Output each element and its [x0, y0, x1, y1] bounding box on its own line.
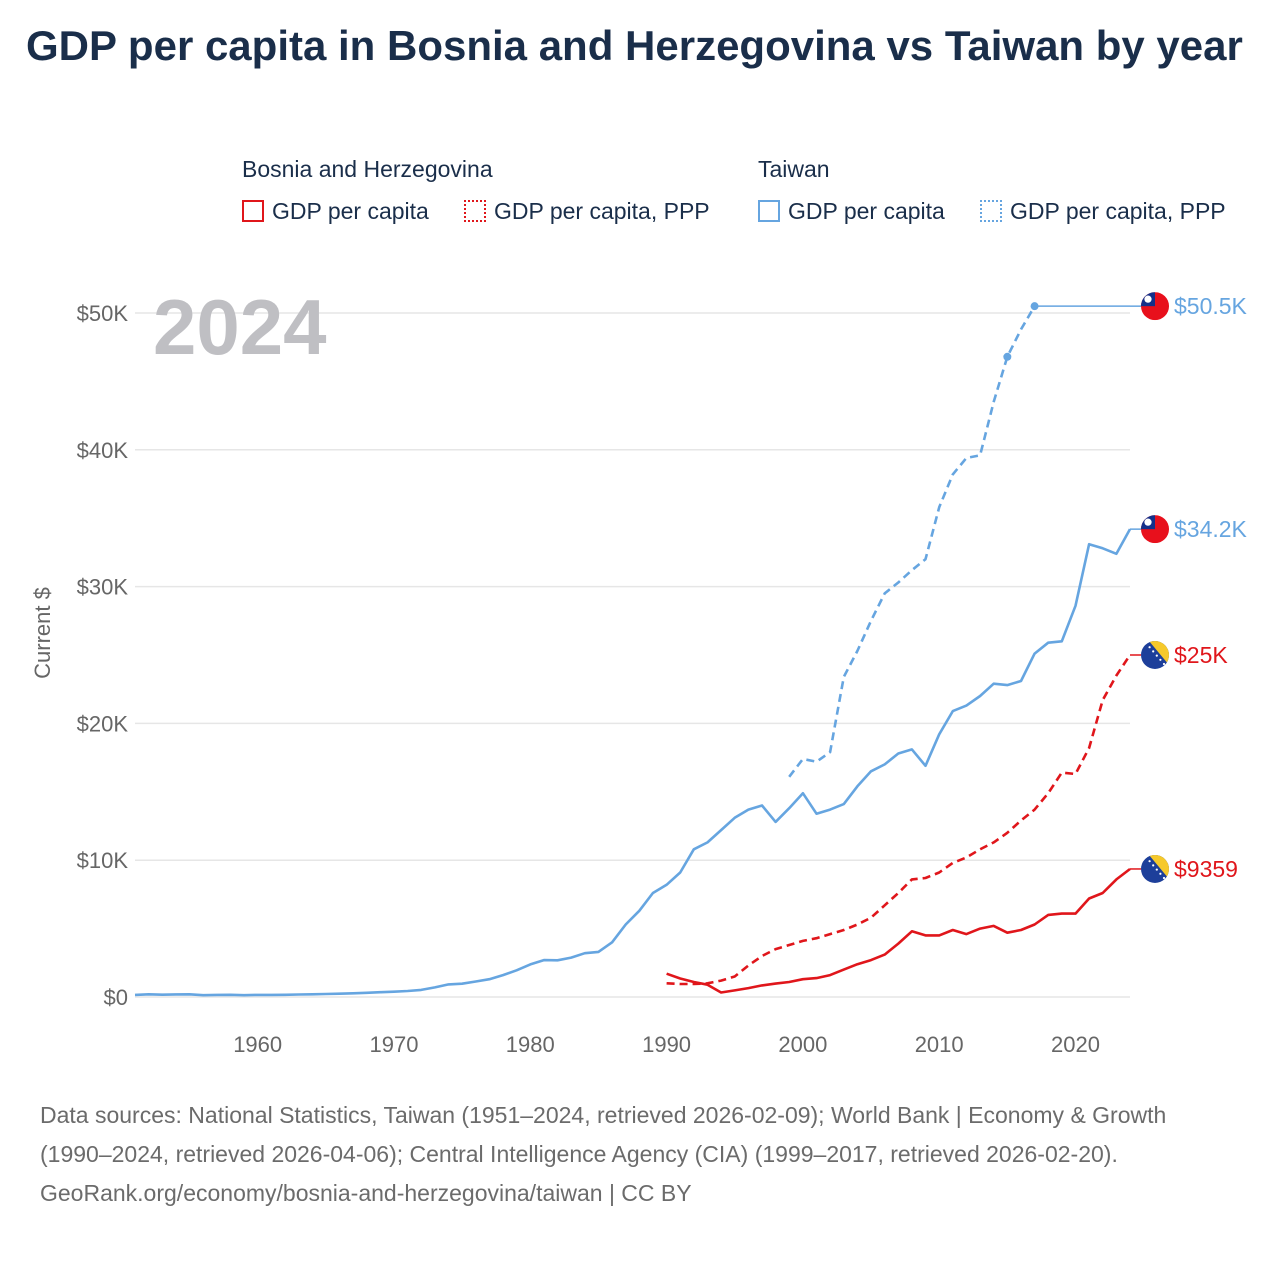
taiwan-flag-icon: [1141, 515, 1169, 544]
y-tick-label: $40K: [77, 438, 129, 463]
y-tick-label: $10K: [77, 848, 129, 873]
legend-item-bih-gdp-ppp[interactable]: GDP per capita, PPP: [464, 196, 710, 226]
legend-item-bih-gdp[interactable]: GDP per capita: [242, 196, 429, 226]
x-tick-label: 1970: [369, 1032, 418, 1057]
legend-swatch-bih-gdp: [242, 200, 264, 222]
taiwan-solid-series-line: [134, 528, 1132, 997]
legend-swatch-bih-gdp-ppp: [464, 200, 486, 222]
y-tick-label: $50K: [77, 301, 129, 326]
legend-label-tw-gdp: GDP per capita: [788, 197, 945, 224]
chart-title: GDP per capita in Bosnia and Herzegovina…: [26, 22, 1243, 69]
y-tick-label: $30K: [77, 575, 129, 600]
taiwan-data-point-marker: [1003, 352, 1012, 361]
y-axis-label: Current $: [30, 587, 55, 679]
x-tick-label: 1980: [506, 1032, 555, 1057]
legend-group-taiwan: Taiwan: [758, 156, 830, 182]
x-tick-label: 2010: [915, 1032, 964, 1057]
legend-group-bosnia: Bosnia and Herzegovina: [242, 156, 493, 182]
attribution-link[interactable]: GeoRank.org/economy/bosnia-and-herzegovi…: [40, 1180, 692, 1206]
legend-item-tw-gdp[interactable]: GDP per capita: [758, 196, 945, 226]
line-chart: 2024 $0 $10K $20K $30K $40K $50K 1960 1970 1980 1…: [30, 283, 1248, 1057]
bih-dashed-series-line: [666, 654, 1132, 986]
current-year-watermark: 2024: [153, 283, 327, 371]
x-tick-label: 1960: [233, 1032, 282, 1057]
x-tick-label: 2000: [778, 1032, 827, 1057]
legend-swatch-tw-gdp-ppp: [980, 200, 1002, 222]
x-tick-label: 2020: [1051, 1032, 1100, 1057]
taiwan-data-point-marker: [1030, 302, 1039, 311]
legend-label-bih-gdp: GDP per capita: [272, 197, 429, 224]
x-tick-label: 1990: [642, 1032, 691, 1057]
legend-swatch-tw-gdp: [758, 200, 780, 222]
bosnia-flag-icon: [1141, 641, 1169, 669]
legend-item-tw-gdp-ppp[interactable]: GDP per capita, PPP: [980, 196, 1226, 226]
bosnia-flag-icon: [1141, 854, 1169, 883]
taiwan-flag-icon: [1141, 292, 1169, 321]
y-tick-label: $0: [104, 985, 128, 1010]
bih-end-value-label: $9359: [1174, 856, 1238, 882]
legend-label-tw-gdp-ppp: GDP per capita, PPP: [1010, 197, 1226, 224]
bih-end-value-label: $25K: [1174, 642, 1228, 668]
taiwan-end-value-label: $50.5K: [1174, 293, 1248, 319]
legend-label-bih-gdp-ppp: GDP per capita, PPP: [494, 197, 710, 224]
taiwan-dashed-series-line: [788, 305, 1036, 778]
y-tick-label: $20K: [77, 711, 129, 736]
sources-text: Data sources: National Statistics, Taiwa…: [40, 1102, 1167, 1167]
sources-footer: Data sources: National Statistics, Taiwa…: [40, 1096, 1240, 1213]
bih-solid-series-line: [666, 867, 1131, 994]
taiwan-end-value-label: $34.2K: [1174, 516, 1248, 542]
